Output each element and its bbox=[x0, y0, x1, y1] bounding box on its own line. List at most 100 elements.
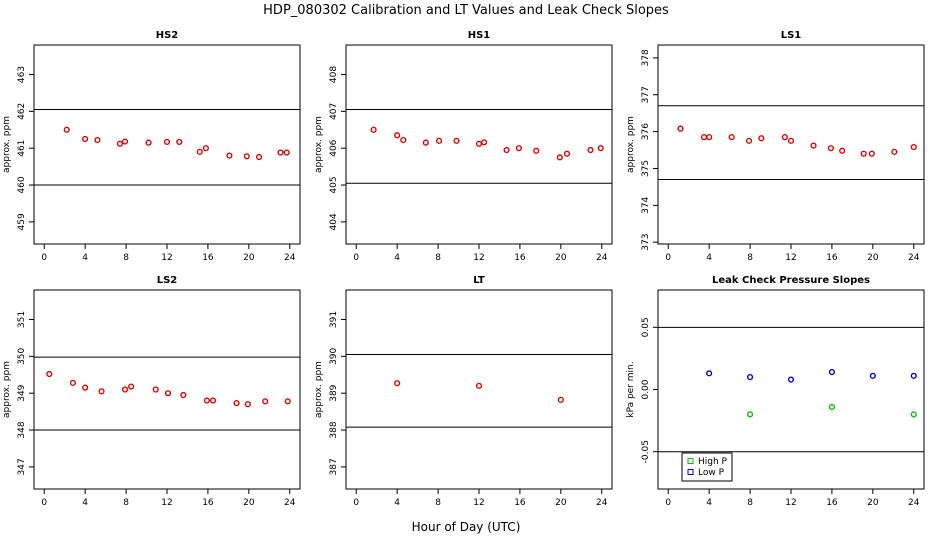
data-point bbox=[255, 153, 263, 161]
y-tick-label: 387 bbox=[329, 458, 339, 475]
data-point bbox=[233, 400, 240, 407]
data-point bbox=[63, 126, 70, 133]
panel-title: LS1 bbox=[781, 30, 802, 41]
data-point bbox=[587, 146, 594, 154]
y-tick-label: 378 bbox=[641, 49, 651, 66]
y-tick-label: 373 bbox=[641, 234, 651, 251]
y-tick-label: 460 bbox=[17, 176, 27, 193]
y-tick-label: 408 bbox=[329, 66, 339, 83]
x-tick-label: 24 bbox=[284, 253, 296, 263]
x-tick-label: 8 bbox=[747, 253, 753, 263]
data-point bbox=[728, 134, 735, 141]
x-tick-label: 12 bbox=[785, 498, 796, 508]
data-point bbox=[453, 137, 460, 144]
y-tick-label: 350 bbox=[17, 347, 27, 364]
data-point bbox=[700, 134, 708, 141]
y-tick-label: 374 bbox=[641, 196, 651, 213]
data-point bbox=[436, 137, 443, 144]
data-point bbox=[706, 370, 713, 377]
data-point bbox=[82, 384, 89, 391]
data-point bbox=[243, 153, 250, 160]
x-tick-label: 8 bbox=[747, 498, 753, 508]
x-tick-label: 16 bbox=[514, 498, 526, 508]
x-tick-label: 16 bbox=[826, 498, 838, 508]
data-point bbox=[839, 147, 846, 154]
data-point bbox=[370, 126, 377, 133]
data-point bbox=[226, 152, 233, 159]
data-point bbox=[422, 139, 429, 146]
y-tick-label: 377 bbox=[641, 86, 651, 103]
data-point bbox=[145, 139, 152, 146]
x-tick-label: 0 bbox=[41, 253, 47, 263]
data-point bbox=[556, 154, 563, 161]
plot-frame bbox=[657, 44, 925, 245]
x-tick-label: 24 bbox=[596, 498, 608, 508]
y-tick-label: 0.05 bbox=[641, 317, 651, 337]
y-tick-label: 459 bbox=[17, 213, 27, 230]
data-point bbox=[46, 370, 53, 378]
x-tick-label: 12 bbox=[161, 498, 172, 508]
data-point bbox=[128, 383, 135, 390]
y-tick-label: 389 bbox=[329, 384, 339, 401]
panel-lt: LT 0 4 8 12 16 20 24 387 388 389 390 391 approx. ppm bbox=[314, 275, 613, 508]
x-tick-label: 12 bbox=[473, 498, 484, 508]
panel-title: Leak Check Pressure Slopes bbox=[712, 275, 870, 286]
data-point bbox=[828, 403, 836, 411]
data-point bbox=[746, 373, 754, 381]
x-tick-label: 12 bbox=[473, 253, 484, 263]
y-tick-label: 0.00 bbox=[641, 379, 651, 399]
series-points bbox=[63, 126, 290, 161]
data-point bbox=[828, 368, 836, 376]
legend-box bbox=[681, 452, 733, 482]
data-point bbox=[121, 138, 129, 145]
x-tick-label: 16 bbox=[826, 253, 838, 263]
data-point bbox=[503, 146, 510, 154]
x-tick-label: 20 bbox=[867, 498, 879, 508]
x-tick-label: 4 bbox=[82, 253, 88, 263]
data-point bbox=[180, 391, 187, 399]
series-points bbox=[370, 126, 604, 161]
y-tick-label: 404 bbox=[329, 213, 339, 230]
plot-frame bbox=[345, 289, 613, 490]
x-tick-label: 4 bbox=[82, 498, 88, 508]
y-tick-label: 406 bbox=[329, 139, 339, 156]
series-high-p bbox=[746, 403, 917, 418]
x-tick-label: 0 bbox=[353, 498, 359, 508]
x-tick-label: 24 bbox=[596, 253, 608, 263]
y-tick-label: 376 bbox=[641, 123, 651, 140]
y-tick-label: 463 bbox=[17, 66, 27, 83]
x-tick-label: 16 bbox=[514, 253, 526, 263]
panels: HS2 0 4 8 12 16 20 24 459 460 461 462 463 approx. ppm… bbox=[2, 30, 925, 508]
data-point bbox=[475, 382, 483, 389]
series-points bbox=[677, 125, 917, 157]
y-tick-label: 462 bbox=[17, 103, 27, 120]
data-point bbox=[677, 125, 684, 132]
x-tick-label: 8 bbox=[123, 253, 129, 263]
legend-swatch bbox=[687, 458, 694, 464]
x-tick-label: 4 bbox=[394, 253, 400, 263]
data-point bbox=[394, 132, 401, 139]
legend-swatch bbox=[687, 469, 694, 475]
y-tick-label: 405 bbox=[329, 176, 339, 193]
y-tick-label: 407 bbox=[329, 103, 339, 120]
panel-title: HS2 bbox=[156, 30, 179, 41]
x-tick-label: 8 bbox=[123, 498, 129, 508]
data-point bbox=[69, 379, 76, 386]
y-axis-label: approx. ppm bbox=[2, 116, 12, 173]
data-point bbox=[277, 149, 284, 156]
data-point bbox=[745, 137, 753, 144]
y-tick-label: 390 bbox=[329, 347, 339, 364]
data-point bbox=[533, 147, 540, 154]
figure-title: HDP_080302 Calibration and LT Values and… bbox=[263, 3, 669, 18]
x-tick-label: 24 bbox=[284, 498, 296, 508]
data-point bbox=[209, 397, 217, 404]
data-point bbox=[910, 143, 917, 151]
x-tick-label: 16 bbox=[202, 253, 214, 263]
x-tick-label: 4 bbox=[706, 253, 712, 263]
data-point bbox=[262, 398, 269, 405]
data-point bbox=[163, 138, 171, 146]
data-point bbox=[283, 149, 290, 156]
y-axis-label: approx. ppm bbox=[314, 361, 324, 418]
data-point bbox=[787, 376, 795, 383]
